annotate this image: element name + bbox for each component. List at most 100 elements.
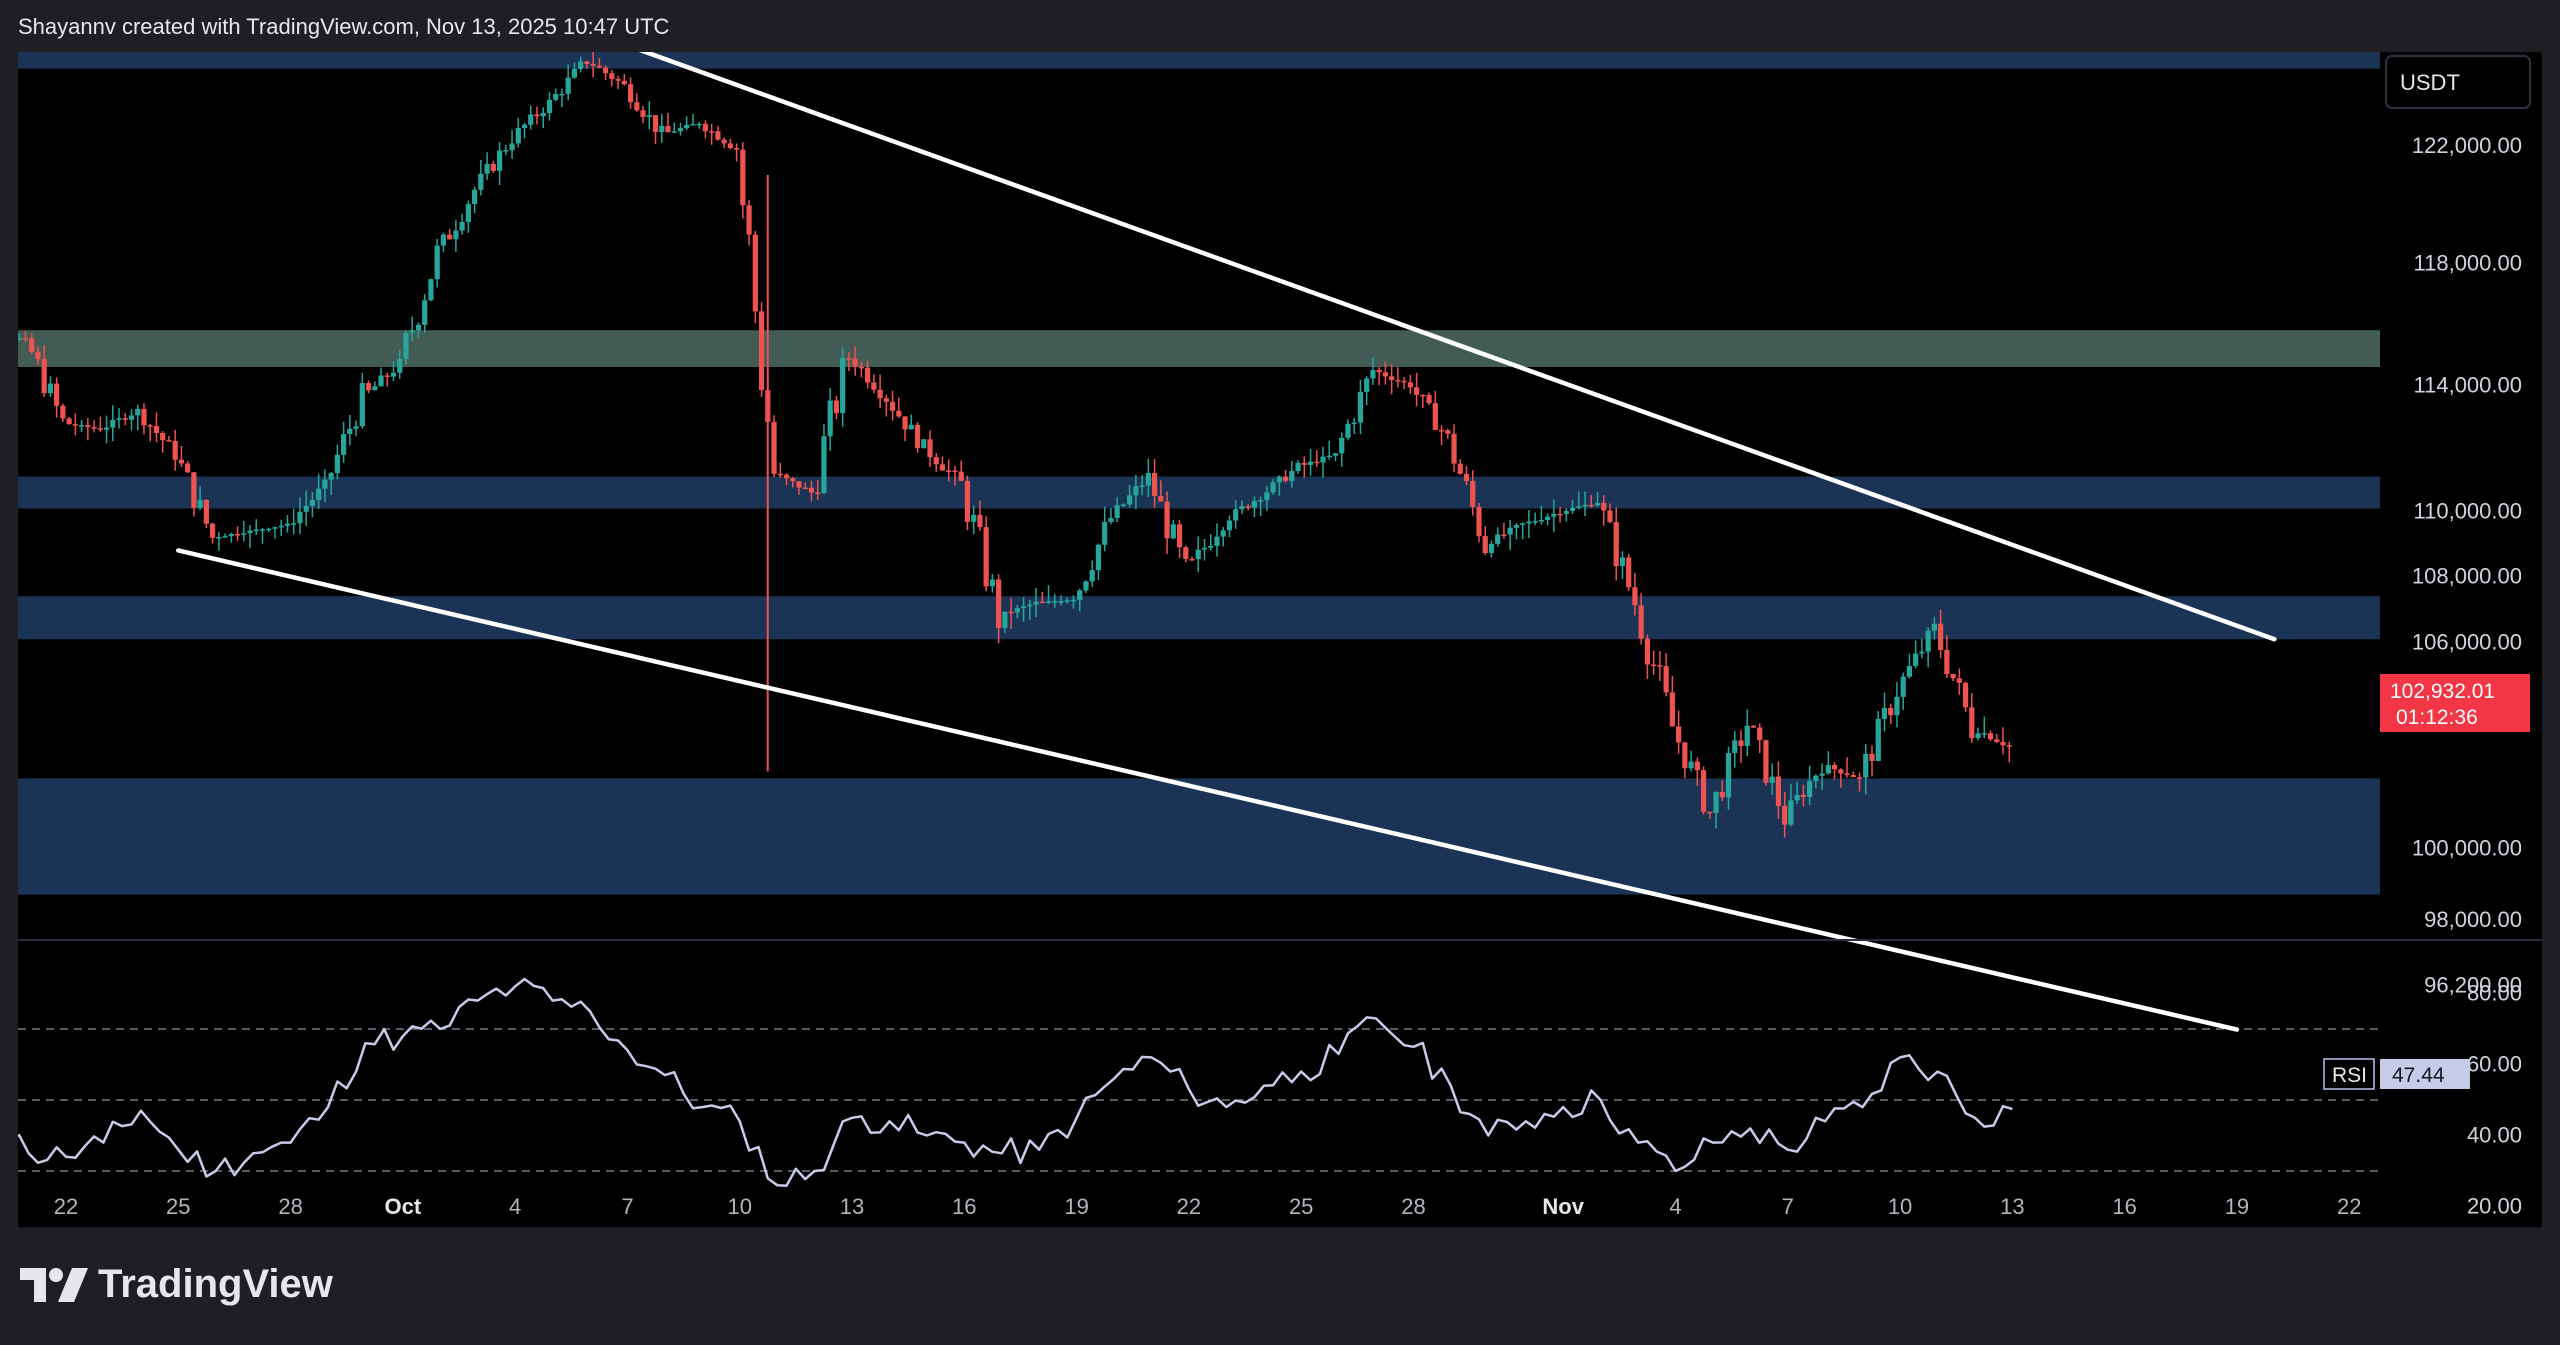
candle <box>1563 508 1569 522</box>
candle <box>1869 745 1875 777</box>
chart-frame[interactable]: 122,000.00 118,000.00 114,000.00 110,000.00… <box>18 52 2542 1228</box>
candle-body <box>390 372 397 377</box>
time-tick-label: 7 <box>1782 1194 1794 1219</box>
rsi-tick-label: 80.00 <box>2467 981 2522 1006</box>
zone-demand-low[interactable] <box>18 778 2380 895</box>
candle-body <box>939 464 946 471</box>
chart-canvas[interactable]: 122,000.00 118,000.00 114,000.00 110,000.00… <box>18 52 2542 1228</box>
candle <box>91 420 97 433</box>
candle <box>472 186 478 214</box>
candle-body <box>247 530 253 534</box>
chart-attribution: Shayannv created with TradingView.com, N… <box>18 14 670 39</box>
candle-body <box>964 480 971 522</box>
candle-body <box>783 474 790 479</box>
time-tick-label: 25 <box>166 1194 190 1219</box>
candle-body <box>22 337 29 340</box>
candle-body <box>1301 462 1307 465</box>
candle-body <box>1064 600 1070 602</box>
candle <box>808 480 815 502</box>
zone-resistance-green[interactable] <box>18 330 2380 368</box>
candle-body <box>677 128 684 132</box>
candle <box>1382 361 1389 385</box>
candle <box>515 117 521 148</box>
candle-body <box>883 398 889 402</box>
candle <box>1420 394 1426 409</box>
candle-body <box>278 525 284 528</box>
candle-body <box>1208 545 1214 548</box>
candle <box>284 515 291 533</box>
candle-body <box>1981 733 1987 735</box>
candle-body <box>952 470 958 472</box>
candle-body <box>540 113 546 117</box>
candle-body <box>590 63 596 66</box>
candle-body <box>684 124 690 129</box>
candle-body <box>646 115 652 117</box>
candle <box>1894 681 1900 728</box>
candle-body <box>465 203 471 222</box>
candle-body <box>1956 678 1962 683</box>
candle <box>534 106 540 125</box>
currency-button[interactable]: USDT <box>2385 55 2531 109</box>
candle <box>1962 681 1969 712</box>
candle <box>877 374 883 408</box>
candle <box>1139 475 1145 496</box>
tradingview-logo[interactable]: TradingView <box>20 1262 333 1307</box>
candle-body <box>1569 507 1576 511</box>
candle <box>397 349 403 379</box>
candle-body <box>1863 753 1869 778</box>
candle <box>1064 597 1070 604</box>
candle <box>440 233 447 252</box>
candle-body <box>103 427 110 430</box>
candle-body <box>908 424 914 430</box>
candle-body <box>1738 740 1744 747</box>
time-tick-label: 22 <box>2337 1194 2361 1219</box>
candle-body <box>1638 605 1644 639</box>
candle-body <box>128 415 135 420</box>
candle-body <box>284 523 291 526</box>
candle-body <box>640 110 646 117</box>
candle-body <box>403 332 409 360</box>
last-price-tag: 102,932.01 01:12:36 <box>2380 674 2530 732</box>
candle <box>1938 610 1944 659</box>
candle <box>259 527 266 544</box>
candle <box>752 230 758 324</box>
candle-body <box>871 382 877 390</box>
candle <box>815 479 821 500</box>
candle-body <box>1158 495 1164 502</box>
candle-body <box>989 579 995 587</box>
candle <box>690 113 696 126</box>
candle <box>677 122 684 136</box>
candle <box>1850 771 1856 778</box>
candle <box>422 294 428 333</box>
candle-body <box>1264 492 1270 501</box>
zone-supply-mid[interactable] <box>18 476 2380 509</box>
candle-body <box>1938 623 1944 650</box>
trendline-descending-resistance[interactable] <box>590 52 2277 642</box>
candle-body <box>1563 510 1569 514</box>
candle-body <box>1782 805 1788 825</box>
zone-demand-mid[interactable] <box>18 596 2380 640</box>
candle-body <box>1370 369 1376 379</box>
candle-body <box>253 529 259 531</box>
candle <box>1856 772 1863 792</box>
candle-body <box>715 131 721 140</box>
candle <box>1320 446 1326 478</box>
trendline-descending-support[interactable] <box>176 548 2240 1032</box>
candle-body <box>322 479 328 489</box>
candle <box>1395 367 1401 388</box>
candle-body <box>1763 740 1769 783</box>
candle <box>1551 499 1557 533</box>
candle-body <box>727 143 733 149</box>
candle <box>771 415 777 478</box>
candle <box>1838 768 1844 788</box>
candle <box>1888 703 1894 724</box>
candle-body <box>135 408 141 416</box>
candle <box>902 416 908 442</box>
candle-body <box>1657 665 1663 667</box>
candle <box>1732 731 1738 768</box>
candle <box>1176 519 1183 559</box>
zone-supply-top[interactable] <box>18 52 2380 69</box>
candle-body <box>1676 726 1682 743</box>
candle-body <box>1376 369 1382 373</box>
candle <box>1682 742 1688 779</box>
